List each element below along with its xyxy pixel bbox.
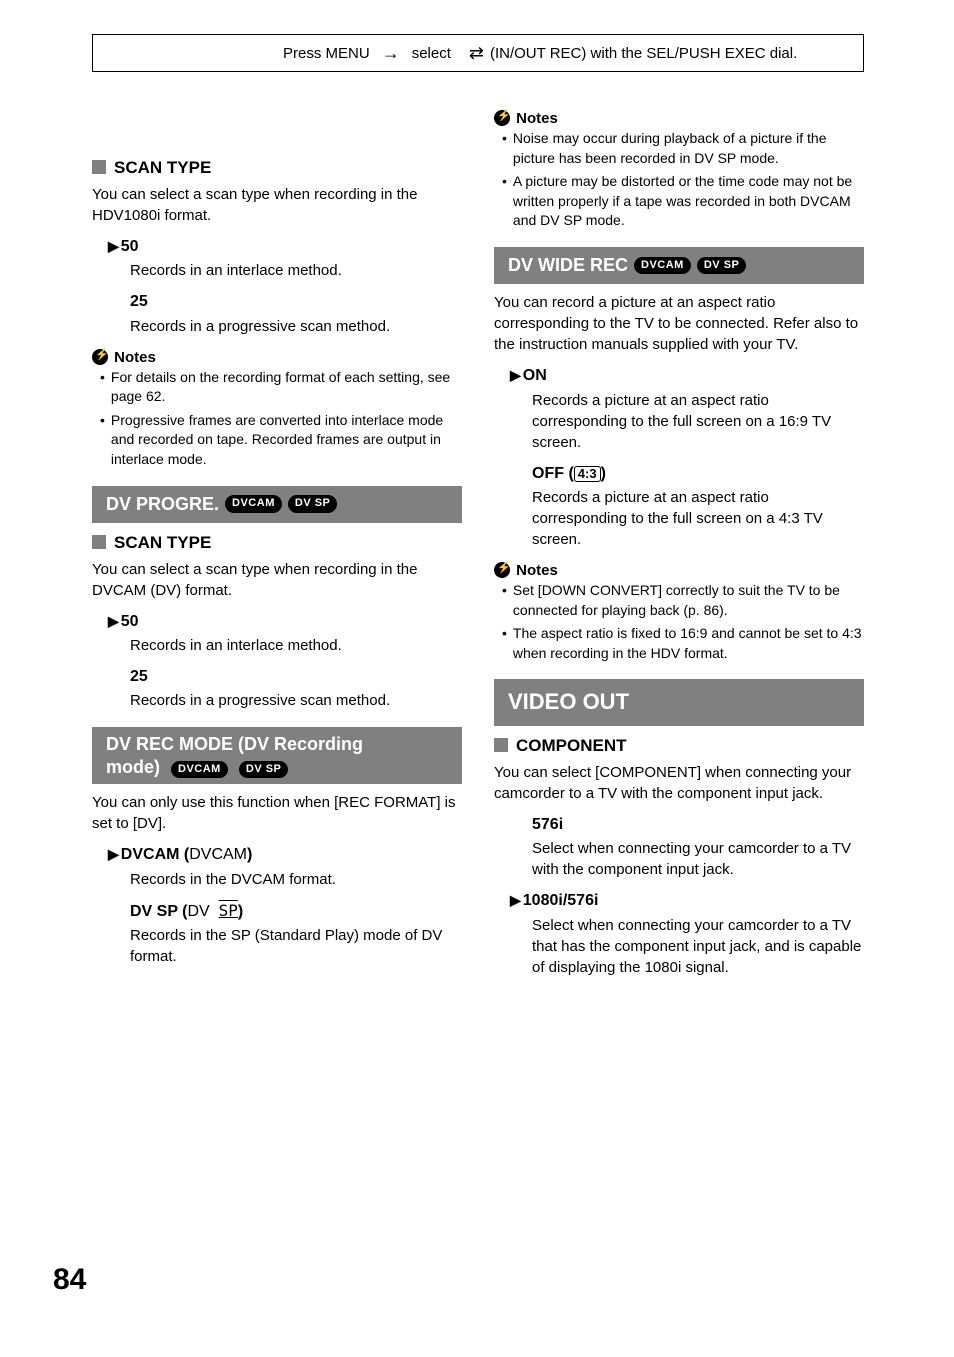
component-label: COMPONENT <box>516 736 627 755</box>
notes-block-1: Notes •For details on the recording form… <box>92 347 462 470</box>
note-icon <box>494 110 510 126</box>
dv-wide-rec-section: DV WIDE REC DVCAM DV SP <box>494 247 864 284</box>
header-text-1: Press MENU <box>283 45 370 62</box>
c1080-option-desc: Select when connecting your camcorder to… <box>510 915 864 978</box>
dv-option-25-heading: 25 <box>108 666 462 688</box>
note-text: Noise may occur during playback of a pic… <box>513 129 864 168</box>
dv-wide-desc: You can record a picture at an aspect ra… <box>494 292 864 355</box>
option-50-heading: ▶50 <box>108 236 462 258</box>
off-suffix: ) <box>601 465 606 482</box>
note-icon <box>92 349 108 365</box>
component-heading: COMPONENT <box>494 734 864 758</box>
off-option-desc: Records a picture at an aspect ratio cor… <box>510 487 864 550</box>
dvcam-badge: DVCAM <box>171 761 228 778</box>
note-text: For details on the recording format of e… <box>111 368 462 407</box>
video-out-title: VIDEO OUT <box>508 689 629 714</box>
note-item: •Progressive frames are converted into i… <box>100 411 462 470</box>
scan-type-description: You can select a scan type when recordin… <box>92 184 462 226</box>
c1080-label: 1080i/576i <box>523 892 599 909</box>
dv-format-icon: DV <box>188 903 210 920</box>
sp-format-icon: SP <box>219 900 238 922</box>
dv-option-50-desc: Records in an interlace method. <box>108 635 462 656</box>
on-option-desc: Records a picture at an aspect ratio cor… <box>510 390 864 453</box>
header-text-2: select <box>412 45 451 62</box>
note-item: •For details on the recording format of … <box>100 368 462 407</box>
square-bullet-icon <box>92 535 106 549</box>
dv-scan-type-label: SCAN TYPE <box>114 533 211 552</box>
dvcam-suffix: ) <box>247 846 252 863</box>
dv-option-25-desc: Records in a progressive scan method. <box>108 690 462 711</box>
dvcam-option-label: DVCAM ( <box>121 846 189 863</box>
dvsp-option-heading: DV SP (DV SP) <box>108 900 462 923</box>
dv-option-25-label: 25 <box>130 668 148 685</box>
dv-scan-type-heading: SCAN TYPE <box>92 531 462 555</box>
dvsp-option-desc: Records in the SP (Standard Play) mode o… <box>108 925 462 967</box>
on-option-heading: ▶ON <box>510 365 864 387</box>
option-25-label: 25 <box>130 293 148 310</box>
note-text: The aspect ratio is fixed to 16:9 and ca… <box>513 624 864 663</box>
dvsp-badge: DV SP <box>288 495 338 512</box>
off-option-heading: OFF (4:3) <box>510 463 864 485</box>
dvcam-format-icon: DVCAM <box>189 846 247 863</box>
scan-type-label: SCAN TYPE <box>114 158 211 177</box>
note-text: A picture may be distorted or the time c… <box>513 172 864 231</box>
c1080-option-heading: ▶1080i/576i <box>510 890 864 912</box>
square-bullet-icon <box>494 738 508 752</box>
square-bullet-icon <box>92 160 106 174</box>
dv-rec-title-1: DV REC MODE (DV Recording <box>106 734 363 754</box>
page-number: 84 <box>53 1263 86 1297</box>
option-25-desc: Records in a progressive scan method. <box>108 316 462 337</box>
notes-label: Notes <box>516 562 558 579</box>
note-item: •A picture may be distorted or the time … <box>502 172 864 231</box>
option-25-heading: 25 <box>108 291 462 313</box>
ratio-icon: 4:3 <box>574 466 601 482</box>
on-option-label: ON <box>523 367 547 384</box>
notes-label: Notes <box>516 110 558 127</box>
notes-label: Notes <box>114 349 156 366</box>
header-text-3: (IN/OUT REC) with the SEL/PUSH EXEC dial… <box>490 45 797 62</box>
swap-icon: ⇄ <box>469 43 484 64</box>
dvcam-badge: DVCAM <box>634 257 691 274</box>
off-option-label: OFF ( <box>532 465 574 482</box>
dv-rec-mode-desc: You can only use this function when [REC… <box>92 792 462 834</box>
dvcam-option-heading: ▶DVCAM (DVCAM) <box>108 844 462 866</box>
note-item: •Set [DOWN CONVERT] correctly to suit th… <box>502 581 864 620</box>
dv-rec-title-2: mode) <box>106 757 160 777</box>
note-item: •Noise may occur during playback of a pi… <box>502 129 864 168</box>
c576-option-desc: Select when connecting your camcorder to… <box>510 838 864 880</box>
dv-rec-mode-section: DV REC MODE (DV Recording mode) DVCAM DV… <box>92 727 462 784</box>
note-item: •The aspect ratio is fixed to 16:9 and c… <box>502 624 864 663</box>
dvcam-badge: DVCAM <box>225 495 282 512</box>
dv-option-50-label: 50 <box>121 613 139 630</box>
dv-scan-type-desc: You can select a scan type when recordin… <box>92 559 462 601</box>
c576-option-heading: 576i <box>510 814 864 836</box>
left-column: SCAN TYPE You can select a scan type whe… <box>92 108 462 977</box>
note-icon <box>494 562 510 578</box>
dvsp-badge: DV SP <box>239 761 289 778</box>
arrow-icon: → <box>382 43 400 64</box>
dvsp-badge: DV SP <box>697 257 747 274</box>
note-text: Progressive frames are converted into in… <box>111 411 462 470</box>
notes-block-right-1: Notes •Noise may occur during playback o… <box>494 108 864 231</box>
dv-wide-rec-title: DV WIDE REC <box>508 253 628 278</box>
dvcam-option-desc: Records in the DVCAM format. <box>108 869 462 890</box>
video-out-section: VIDEO OUT <box>494 679 864 726</box>
header-menu-path: Press MENU → select ⇄ (IN/OUT REC) with … <box>92 34 864 72</box>
scan-type-heading: SCAN TYPE <box>92 156 462 180</box>
dvsp-suffix: ) <box>238 903 243 920</box>
dv-option-50-heading: ▶50 <box>108 611 462 633</box>
dv-progre-title: DV PROGRE. <box>106 492 219 517</box>
notes-block-right-2: Notes •Set [DOWN CONVERT] correctly to s… <box>494 560 864 663</box>
option-50-desc: Records in an interlace method. <box>108 260 462 281</box>
dv-progre-section: DV PROGRE. DVCAM DV SP <box>92 486 462 523</box>
component-desc: You can select [COMPONENT] when connecti… <box>494 762 864 804</box>
option-50-label: 50 <box>121 238 139 255</box>
c576-label: 576i <box>532 816 563 833</box>
note-text: Set [DOWN CONVERT] correctly to suit the… <box>513 581 864 620</box>
right-column: Notes •Noise may occur during playback o… <box>494 108 864 988</box>
dvsp-option-label: DV SP ( <box>130 903 188 920</box>
